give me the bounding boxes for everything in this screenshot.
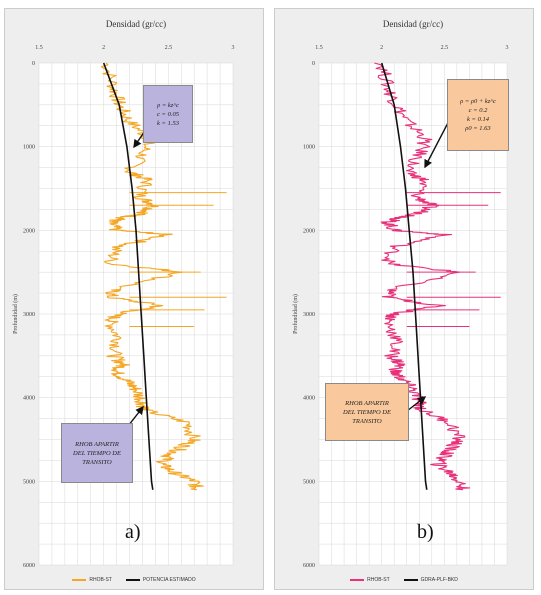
legend-item: RHOB-ST [72,577,112,583]
rhob-note-a: RHOB APARTIR DEL TIEMPO DE TRANSITO [61,423,133,483]
legend-label: POTENCIA ESTIMADO [142,577,196,583]
equation-line: k = 0.14 [467,116,489,123]
equation-line: c = 0.2 [468,107,488,114]
annotation-arrow [406,396,427,412]
legend-label: RHOB-ST [89,577,112,583]
note-line: RHOB APARTIR [75,440,119,448]
x-axis-title: Densidad (gr/cc) [106,19,166,29]
legend-swatch [72,579,87,581]
y-tick-label: 0 [312,61,315,67]
x-tick-label: 2.5 [165,45,173,51]
y-tick-label: 4000 [23,396,35,402]
y-tick-label: 2000 [303,228,315,234]
legend-label: GDRA-PLF-BKD [420,577,458,583]
x-tick-label: 1.5 [315,45,323,51]
y-axis-label: Profundidad (m) [12,294,19,334]
series-line-rhob [374,62,471,491]
legend-swatch [350,579,365,581]
y-tick-label: 1000 [303,145,315,151]
legend-swatch [125,579,140,581]
equation-line: ρ = kz^c [157,101,179,109]
panel-label-b: b) [417,521,434,543]
y-tick-label: 0 [32,61,35,67]
legend-item: RHOB-ST [350,577,390,583]
density-chart-a: Densidad (gr/cc) 1.5 2 2.5 3 0 1000 2000 3000 400… [12,19,235,569]
note-line: TRANSITO [352,417,382,425]
rhob-note-b: RHOB APARTIR DEL TIEMPO DE TRANSITO [325,383,409,441]
x-tick-label: 3 [232,45,235,51]
x-tick-label: 1.5 [35,45,43,51]
legend-b: RHOB-ST GDRA-PLF-BKD [275,577,533,583]
chart-panel-b: Densidad (gr/cc) 1.5 2 2.5 3 0 1000 2000 3000 400… [274,8,534,590]
x-tick-label: 2 [102,45,105,51]
x-tick-label: 2 [380,45,383,51]
y-tick-label: 5000 [23,479,35,485]
equation-line: ρ0 = 1.63 [465,125,491,132]
y-tick-label: 6000 [23,563,35,569]
chart-panel-a: Densidad (gr/cc) 1.5 2 2.5 3 0 1000 2000 3000 400… [4,8,264,590]
note-line: TRANSITO [82,458,112,466]
x-tick-label: 2.5 [441,45,449,51]
legend-label: RHOB-ST [367,577,390,583]
y-axis-label: Profundidad (m) [292,294,299,334]
annotation-arrow [424,116,452,169]
note-line: RHOB APARTIR [345,399,389,407]
note-line: DEL TIEMPO DE [343,408,391,416]
series-line-trend [102,62,154,490]
equation-line: k = 1.53 [157,119,179,127]
note-line: DEL TIEMPO DE [73,449,121,457]
legend-a: RHOB-ST POTENCIA ESTIMADO [5,577,263,583]
y-tick-label: 6000 [303,563,315,569]
legend-swatch [403,579,418,581]
y-tick-label: 2000 [23,228,35,234]
y-tick-label: 1000 [23,145,35,151]
panel-label-a: a) [125,521,141,543]
equation-note-b: ρ = ρ0 + kz^c c = 0.2 k = 0.14 ρ0 = 1.63 [447,79,509,151]
y-tick-label: 4000 [303,396,315,402]
x-axis-title: Densidad (gr/cc) [383,19,443,29]
y-tick-label: 3000 [303,312,315,318]
equation-line: ρ = ρ0 + kz^c [460,98,496,105]
equation-line: c = 0.05 [157,110,179,118]
legend-item: GDRA-PLF-BKD [403,577,458,583]
series-line-trend [380,62,428,490]
legend-item: POTENCIA ESTIMADO [125,577,196,583]
y-tick-label: 3000 [23,312,35,318]
series-line-rhob [100,62,204,491]
x-tick-label: 3 [506,45,509,51]
equation-note-a: ρ = kz^c c = 0.05 k = 1.53 [143,85,193,143]
y-tick-label: 5000 [303,479,315,485]
